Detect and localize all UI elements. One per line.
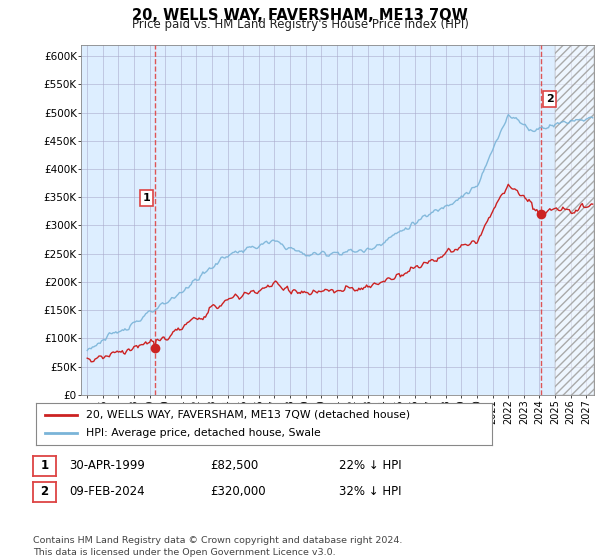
Text: 1: 1 — [142, 193, 150, 203]
Text: 30-APR-1999: 30-APR-1999 — [69, 459, 145, 473]
Text: 2: 2 — [545, 94, 553, 104]
Text: Price paid vs. HM Land Registry's House Price Index (HPI): Price paid vs. HM Land Registry's House … — [131, 18, 469, 31]
Text: 1: 1 — [40, 459, 49, 473]
Text: £320,000: £320,000 — [210, 485, 266, 498]
Text: £82,500: £82,500 — [210, 459, 258, 473]
Text: 2: 2 — [40, 485, 49, 498]
Text: 20, WELLS WAY, FAVERSHAM, ME13 7QW: 20, WELLS WAY, FAVERSHAM, ME13 7QW — [132, 8, 468, 24]
Text: 32% ↓ HPI: 32% ↓ HPI — [339, 485, 401, 498]
Text: 20, WELLS WAY, FAVERSHAM, ME13 7QW (detached house): 20, WELLS WAY, FAVERSHAM, ME13 7QW (deta… — [86, 410, 410, 420]
Text: HPI: Average price, detached house, Swale: HPI: Average price, detached house, Swal… — [86, 428, 321, 438]
Bar — [555, 45, 594, 395]
Text: 09-FEB-2024: 09-FEB-2024 — [69, 485, 145, 498]
Text: Contains HM Land Registry data © Crown copyright and database right 2024.
This d: Contains HM Land Registry data © Crown c… — [33, 536, 403, 557]
Bar — [555, 45, 594, 395]
Text: 22% ↓ HPI: 22% ↓ HPI — [339, 459, 401, 473]
